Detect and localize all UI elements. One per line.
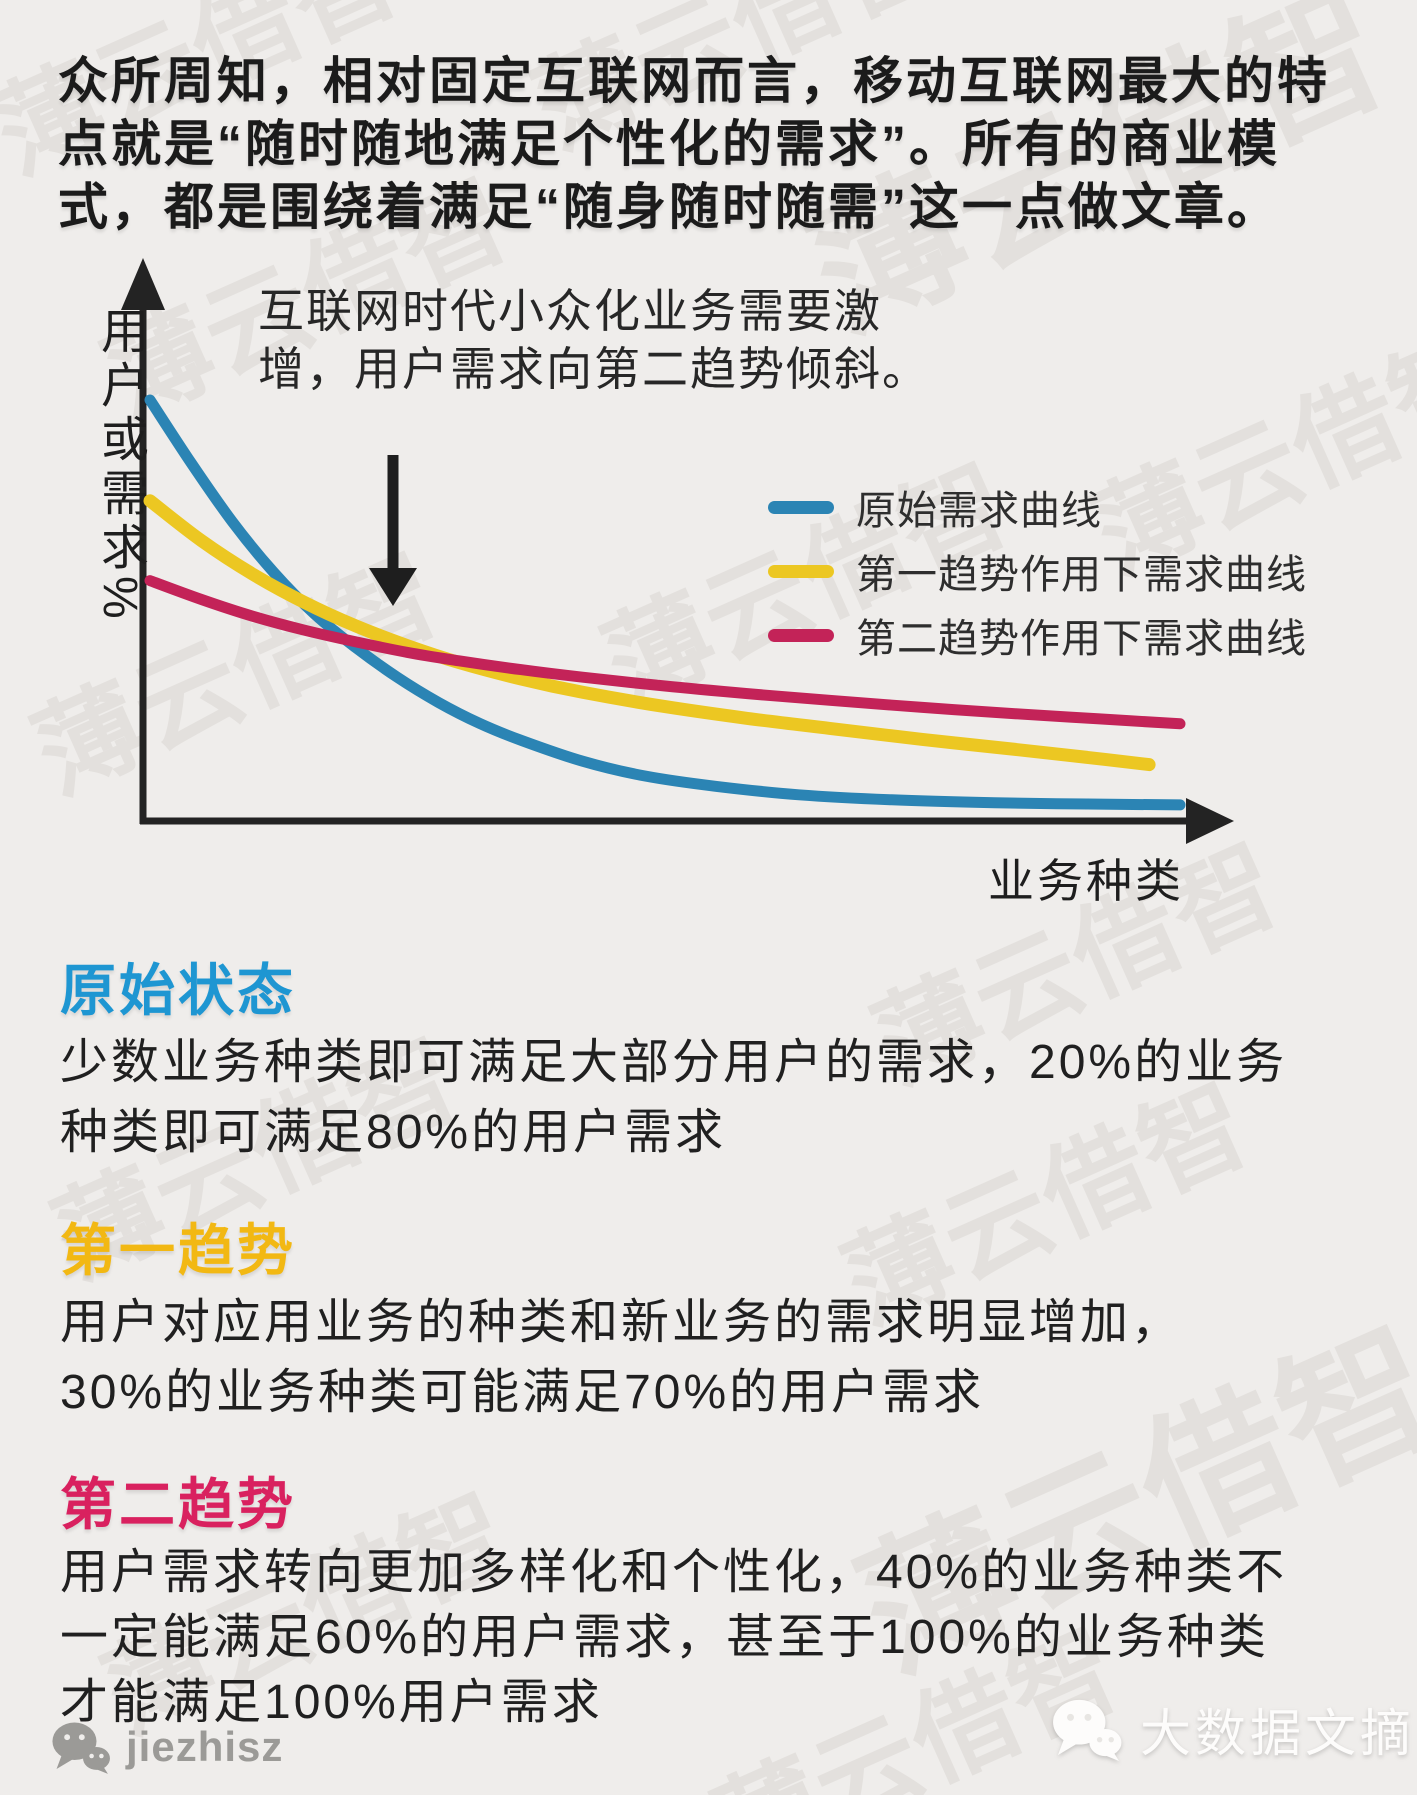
legend-label: 第二趋势作用下需求曲线 bbox=[856, 617, 1307, 661]
legend-item-first-trend: 第一趋势作用下需求曲线 bbox=[768, 546, 1307, 597]
intro-line: 众所周知，相对固定互联网而言，移动互联网最大的特 bbox=[58, 53, 1330, 109]
legend-item-second-trend: 第二趋势作用下需求曲线 bbox=[768, 610, 1307, 661]
section-body-line: 用户对应用业务的种类和新业务的需求明显增加， bbox=[60, 1296, 1183, 1349]
chart-annotation-line: 增，用户需求向第二趋势倾斜。 bbox=[258, 343, 930, 395]
intro-line: 式，都是围绕着满足“随身随时随需”这一点做文章。 bbox=[58, 179, 1280, 235]
chart-legend: 原始需求曲线 第一趋势作用下需求曲线 第二趋势作用下需求曲线 bbox=[768, 482, 1307, 674]
x-axis bbox=[140, 798, 1234, 844]
section-heading-first-trend: 第一趋势 bbox=[60, 1219, 296, 1282]
y-axis bbox=[121, 258, 165, 824]
section-body-line: 一定能满足60%的用户需求，甚至于100%的业务种类 bbox=[60, 1611, 1269, 1664]
section-body-line: 种类即可满足80%的用户需求 bbox=[60, 1106, 727, 1159]
curve-second-trend bbox=[144, 575, 1186, 730]
curve-original-demand bbox=[144, 394, 1186, 811]
intro-paragraph: 众所周知，相对固定互联网而言，移动互联网最大的特 点就是“随时随地满足个性化的需… bbox=[58, 50, 1388, 239]
section-body-second-trend: 用户需求转向更加多样化和个性化，40%的业务种类不 一定能满足60%的用户需求，… bbox=[60, 1540, 1390, 1735]
section-body-line: 30%的业务种类可能满足70%的用户需求 bbox=[60, 1366, 985, 1419]
legend-swatch-crimson bbox=[768, 628, 834, 642]
wechat-icon bbox=[52, 1722, 110, 1774]
legend-label: 原始需求曲线 bbox=[856, 489, 1102, 533]
legend-swatch-blue bbox=[768, 500, 834, 514]
intro-line: 点就是“随时随地满足个性化的需求”。所有的商业模 bbox=[58, 116, 1280, 172]
section-heading-original-state: 原始状态 bbox=[60, 959, 296, 1022]
footer-left-account-name: jiezhisz bbox=[126, 1723, 284, 1770]
chart-annotation: 互联网时代小众化业务需要激 增，用户需求向第二趋势倾斜。 bbox=[258, 282, 930, 398]
legend-swatch-yellow bbox=[768, 564, 834, 578]
chart-annotation-line: 互联网时代小众化业务需要激 bbox=[258, 285, 882, 337]
footer-right-account: 大数据文摘 bbox=[1050, 1692, 1415, 1766]
x-axis-label: 业务种类 bbox=[988, 855, 1184, 907]
annotation-down-arrow-icon bbox=[369, 455, 417, 606]
legend-item-original-demand: 原始需求曲线 bbox=[768, 482, 1307, 533]
y-axis-label: 用户或需求% bbox=[93, 306, 146, 625]
section-heading-second-trend: 第二趋势 bbox=[60, 1473, 296, 1536]
section-body-first-trend: 用户对应用业务的种类和新业务的需求明显增加， 30%的业务种类可能满足70%的用… bbox=[60, 1288, 1390, 1428]
curve-first-trend bbox=[143, 494, 1156, 772]
x-axis-arrowhead-icon bbox=[1186, 798, 1234, 844]
section-body-original-state: 少数业务种类即可满足大部分用户的需求，20%的业务 种类即可满足80%的用户需求 bbox=[60, 1028, 1390, 1168]
footer-left-account: jiezhisz bbox=[50, 1720, 283, 1774]
section-body-line: 才能满足100%用户需求 bbox=[60, 1676, 603, 1729]
section-body-line: 用户需求转向更加多样化和个性化，40%的业务种类不 bbox=[60, 1546, 1288, 1599]
footer-right-account-name: 大数据文摘 bbox=[1140, 1707, 1416, 1763]
wechat-icon bbox=[1053, 1699, 1122, 1761]
y-axis-arrowhead-icon bbox=[121, 258, 165, 310]
legend-label: 第一趋势作用下需求曲线 bbox=[856, 553, 1307, 597]
section-body-line: 少数业务种类即可满足大部分用户的需求，20%的业务 bbox=[60, 1036, 1288, 1089]
